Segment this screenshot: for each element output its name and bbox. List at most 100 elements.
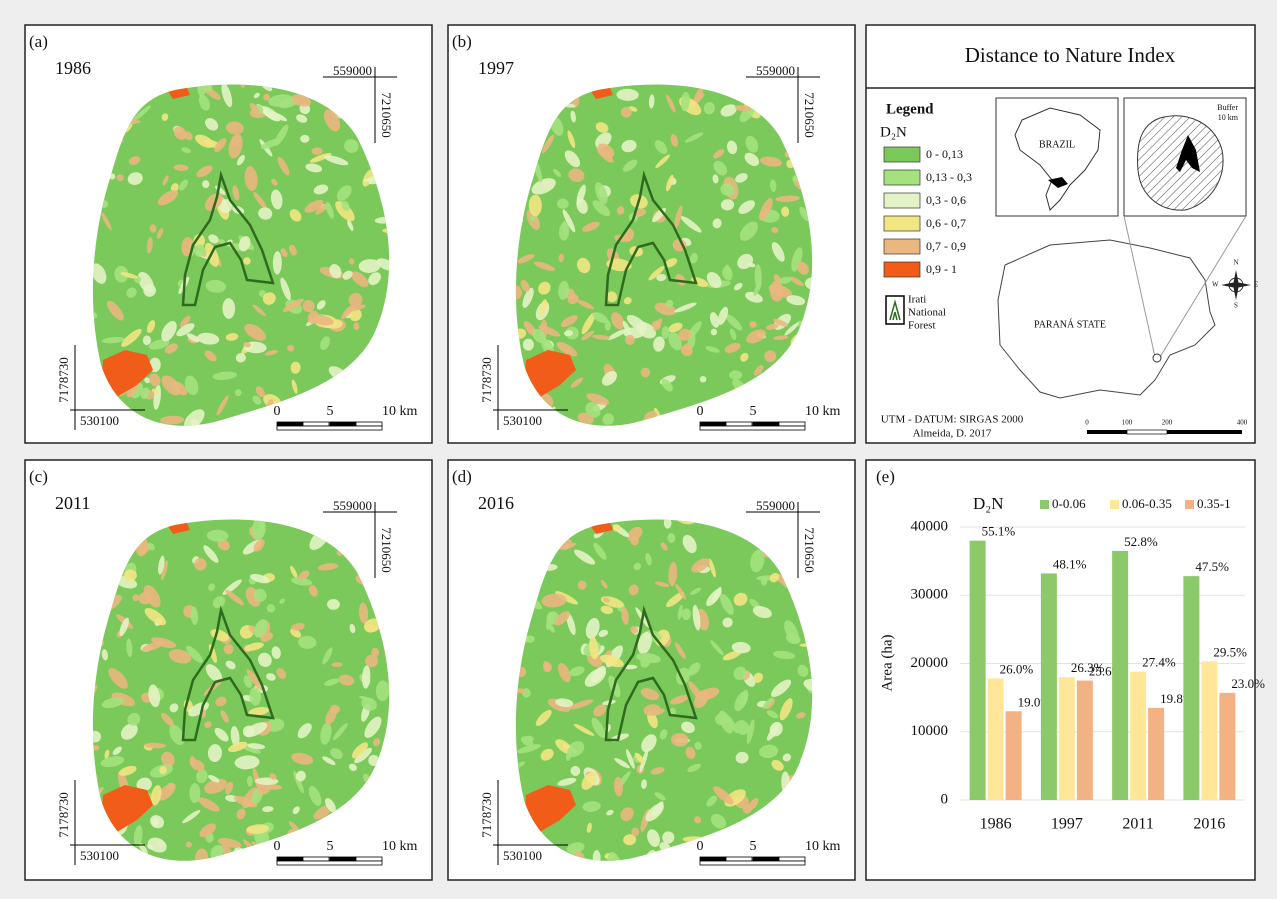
legend-swatch (884, 239, 920, 254)
scale-label: 0 (274, 839, 281, 854)
forest-label: Forest (908, 320, 936, 332)
share-label: 26.0% (1000, 661, 1034, 676)
bar (1201, 661, 1217, 800)
y-tick-label: 40000 (911, 518, 949, 534)
scale-bar (356, 422, 382, 426)
bar (1077, 681, 1093, 800)
year: 2016 (478, 493, 514, 513)
legend-label: 0,7 - 0,9 (926, 239, 966, 253)
compass-label: S (1234, 302, 1238, 310)
scale-label: 5 (750, 404, 757, 419)
legend-label: 0.06-0.35 (1122, 496, 1172, 511)
panel-label: (e) (876, 467, 895, 486)
scale-bar (303, 857, 329, 861)
year: 1986 (55, 58, 91, 78)
scale-bar (330, 422, 356, 426)
scale-bar (330, 857, 356, 861)
coord-west: 530100 (80, 413, 119, 428)
legend-label: 0,13 - 0,3 (926, 170, 972, 184)
scale-bar (726, 422, 752, 426)
share-label: 47.5% (1195, 559, 1229, 574)
scale-bar (779, 857, 805, 861)
site-marker (1153, 354, 1161, 362)
panel-label: (d) (452, 467, 472, 486)
scale-bar (753, 857, 779, 861)
bar (1112, 551, 1128, 800)
scale-bar (1087, 430, 1127, 434)
scale-bar (356, 857, 382, 861)
coord-north: 7210650 (802, 92, 817, 138)
year: 2011 (55, 493, 90, 513)
scale-label: 200 (1162, 419, 1173, 427)
legend-swatch (1040, 500, 1049, 509)
bar (988, 679, 1004, 800)
scale-label: 10 km (805, 404, 841, 419)
scale-bar (700, 426, 805, 430)
scale-bar (277, 422, 303, 426)
legend-swatch (1110, 500, 1119, 509)
coord-east: 559000 (333, 498, 372, 513)
scale-label: 10 km (382, 404, 418, 419)
legend-swatch (884, 262, 920, 277)
coord-south: 7178730 (479, 792, 494, 838)
land-patch (247, 776, 253, 787)
map-panel: (b)1997559000721065071787305301000510 km (448, 25, 855, 443)
state-label: PARANÁ STATE (1034, 318, 1106, 330)
legend-swatch (884, 170, 920, 185)
y-tick-label: 20000 (911, 655, 949, 671)
scale-bar (277, 426, 382, 430)
chart-panel: (e) D₂N Area (ha) 0100002000030000400000… (866, 460, 1265, 880)
coord-east: 559000 (756, 498, 795, 513)
coord-north: 7210650 (379, 92, 394, 138)
bar (1006, 711, 1022, 800)
legend-label: 0-0.06 (1052, 496, 1086, 511)
scale-bar (700, 422, 726, 426)
legend-label: 0,3 - 0,6 (926, 193, 966, 207)
y-tick-label: 30000 (911, 587, 949, 603)
bar (1059, 677, 1075, 800)
share-label: 55.1% (982, 524, 1016, 539)
legend-title: D₂N (973, 494, 1003, 513)
scale-bar (753, 422, 779, 426)
scale-label: 10 km (805, 839, 841, 854)
scale-bar (277, 861, 382, 865)
panel-label: (b) (452, 32, 472, 51)
y-tick-label: 10000 (911, 723, 949, 739)
y-tick-label: 0 (941, 791, 949, 807)
credit: Almeida, D. 2017 (913, 428, 992, 440)
scale-bar (277, 857, 303, 861)
map-panel: (c)2011559000721065071787305301000510 km (25, 460, 432, 880)
coord-east: 559000 (333, 63, 372, 78)
x-tick-label: 2011 (1122, 816, 1153, 833)
bar (1148, 708, 1164, 800)
compass-label: E (1254, 281, 1258, 289)
datum: UTM - DATUM: SIRGAS 2000 (881, 414, 1024, 426)
legend-swatch (1185, 500, 1194, 509)
coord-west: 530100 (80, 848, 119, 863)
panel-label: (c) (29, 467, 48, 486)
coord-north: 7210650 (802, 527, 817, 573)
x-tick-label: 1997 (1051, 816, 1083, 833)
scale-bar (726, 857, 752, 861)
legend-swatch (884, 193, 920, 208)
scale-label: 0 (1085, 419, 1089, 427)
legend-label: 0,9 - 1 (926, 262, 957, 276)
scale-label: 0 (697, 404, 704, 419)
bar (1041, 573, 1057, 800)
bar (1130, 672, 1146, 800)
compass-label: W (1212, 281, 1219, 289)
scale-label: 10 km (382, 839, 418, 854)
legend-swatch (884, 147, 920, 162)
legend-label: 0,6 - 0,7 (926, 216, 966, 230)
scale-label: 5 (327, 404, 334, 419)
forest-label: Irati (908, 294, 926, 306)
coord-west: 530100 (503, 413, 542, 428)
legend-panel: Distance to Nature Index Legend D₂N BRAZ… (866, 25, 1258, 443)
scale-bar (303, 422, 329, 426)
share-label: 23.0% (1231, 676, 1265, 691)
year: 1997 (478, 58, 514, 78)
map-panel: (d)2016559000721065071787305301000510 km (448, 460, 855, 880)
scale-bar (1167, 430, 1242, 434)
scale-label: 0 (697, 839, 704, 854)
coord-south: 7178730 (56, 792, 71, 838)
